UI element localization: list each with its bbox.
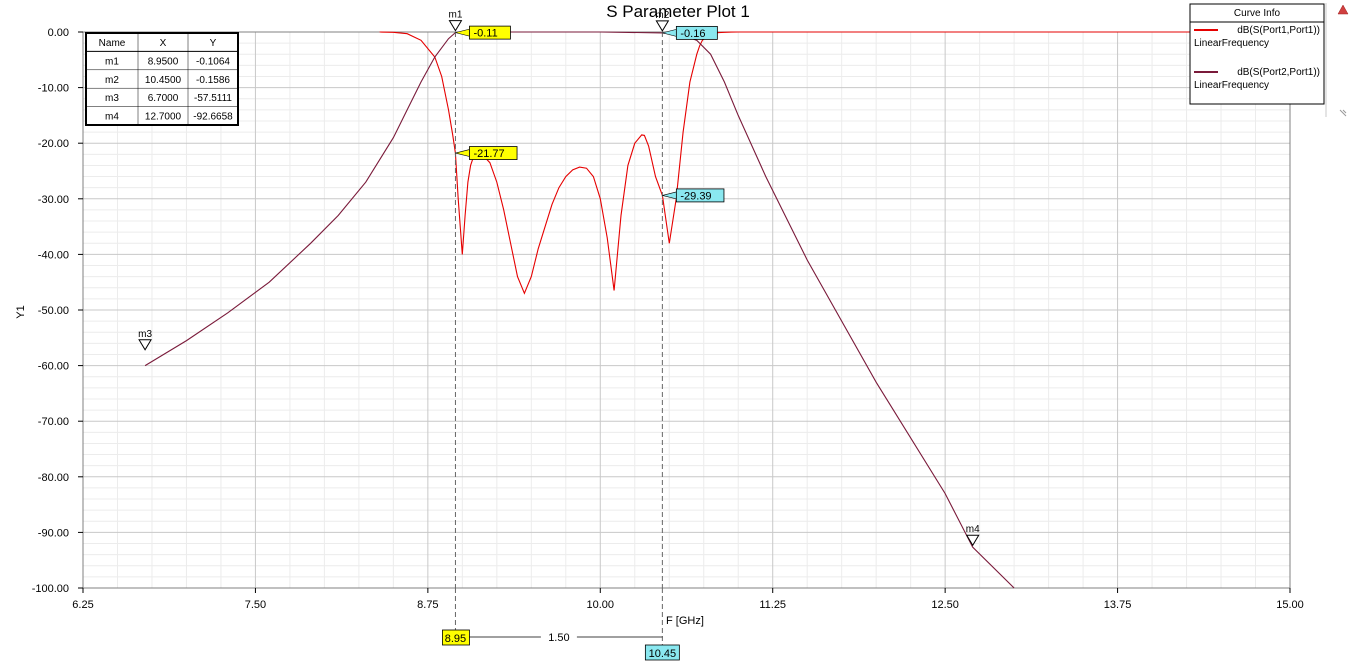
y-tick-label: -70.00 [38, 416, 69, 428]
callout-box [469, 25, 511, 40]
callout-layer: -0.11 -0.16 -21.77 -29.39 [455, 25, 725, 203]
marker-table-cell: 6.7000 [148, 93, 179, 104]
marker-label-m2: m2 [655, 10, 669, 21]
marker-triangle-m2 [655, 20, 670, 32]
delta-x1-label: 8.95 [445, 633, 466, 645]
marker-label-m4: m4 [966, 524, 980, 535]
y-tick-label: -50.00 [38, 305, 69, 317]
x-tick-label: 10.00 [587, 599, 615, 611]
marker-table-header: Y [210, 38, 217, 49]
marker-table-grid [86, 33, 238, 125]
chart-title: S Parameter Plot 1 [606, 2, 750, 21]
marker-table-cells: Name X Ym1 8.9500 -0.1064 m2 10.4500 -0.1586 m3 6… [99, 38, 234, 123]
legend-entry-name: dB(S(Port1,Port1)) [1237, 25, 1320, 36]
legend-entry-sweep: LinearFrequency [1194, 80, 1269, 91]
warning-triangle-icon[interactable] [1337, 4, 1349, 15]
marker-table-cell: 8.9500 [148, 56, 179, 67]
marker-table-cell: m4 [105, 112, 119, 123]
marker-table-header: X [160, 38, 167, 49]
x-tick-label: 11.25 [759, 599, 786, 611]
x-tick-label: 8.75 [417, 599, 438, 611]
delta-value-label: 1.50 [548, 632, 569, 644]
marker-table-header: Name [99, 38, 126, 49]
callout-box [675, 25, 718, 40]
x-tick-label: 6.25 [72, 599, 93, 611]
callout-box [469, 146, 518, 160]
y-tick-label: -20.00 [38, 138, 69, 150]
y-tick-label: -10.00 [38, 83, 69, 95]
marker-table-cell: m1 [105, 56, 119, 67]
marker-table-cell: -92.6658 [193, 112, 233, 123]
y-tick-label: 0.00 [48, 27, 69, 39]
legend-frame [1189, 3, 1325, 105]
marker-table-cell: 12.7000 [145, 112, 182, 123]
marker-layer: m1 m2 m3 m4 [138, 10, 980, 588]
marker-table-cell: 10.4500 [145, 75, 182, 86]
callout-value: -21.77 [473, 148, 504, 160]
series-line-1 [379, 31, 1290, 295]
resize-grip-icon[interactable] [1339, 109, 1347, 117]
marker-table-cell: -57.5111 [194, 93, 232, 104]
delta-value-bg [540, 630, 577, 644]
delta-x1-box [442, 629, 470, 646]
x-tick-label: 13.75 [1104, 599, 1132, 611]
delta-x2-box [644, 644, 680, 661]
marker-label-m3: m3 [138, 329, 152, 340]
callout-value: -29.39 [680, 190, 711, 202]
legend-entry-sweep: LinearFrequency [1194, 38, 1269, 49]
delta-x2-label: 10.45 [649, 648, 677, 660]
marker-table-cell: -0.1586 [196, 75, 230, 86]
marker-triangle-m1 [448, 20, 463, 32]
x-tick-label: 15.00 [1276, 599, 1304, 611]
y-tick-label: -40.00 [38, 249, 69, 261]
marker-label-m1: m1 [448, 10, 462, 21]
delta-readout: 8.95 10.45 1.50 [442, 588, 680, 661]
y-tick-label: -30.00 [38, 194, 69, 206]
callout-value: -0.11 [473, 28, 497, 40]
legend-entries: dB(S(Port1,Port1)) LinearFrequency dB(S(Po… [1194, 25, 1320, 91]
y-tick-label: -100.00 [32, 583, 69, 595]
legend[interactable]: Curve Info dB(S(Port1,Port1)) LinearFrequ… [1189, 3, 1325, 105]
y-tick-label: -80.00 [38, 472, 69, 484]
x-tick-label: 7.50 [245, 599, 266, 611]
callout-value: -0.16 [680, 28, 705, 40]
marker-triangle-m4 [965, 534, 980, 547]
legend-entry-name: dB(S(Port2,Port1)) [1237, 67, 1320, 78]
callout-box [675, 188, 725, 203]
marker-table-frame [85, 32, 239, 126]
y-tick-label: -60.00 [38, 361, 69, 373]
marker-table-cell: m2 [105, 75, 119, 86]
axis-ticks: 6.25 7.50 8.75 10.00 11.25 12.50 13.75 15.00 0.0… [32, 27, 1304, 611]
legend-title: Curve Info [1234, 8, 1281, 19]
y-tick-label: -90.00 [38, 527, 69, 539]
marker-table-cell: m3 [105, 93, 119, 104]
y-axis-label: Y1 [15, 305, 27, 318]
marker-table: Name X Ym1 8.9500 -0.1064 m2 10.4500 -0.1586 m3 6… [85, 32, 239, 126]
x-axis-label: F [GHz] [666, 615, 704, 627]
x-tick-label: 12.50 [931, 599, 959, 611]
marker-triangle-m3 [138, 339, 152, 351]
marker-table-cell: -0.1064 [196, 56, 230, 67]
